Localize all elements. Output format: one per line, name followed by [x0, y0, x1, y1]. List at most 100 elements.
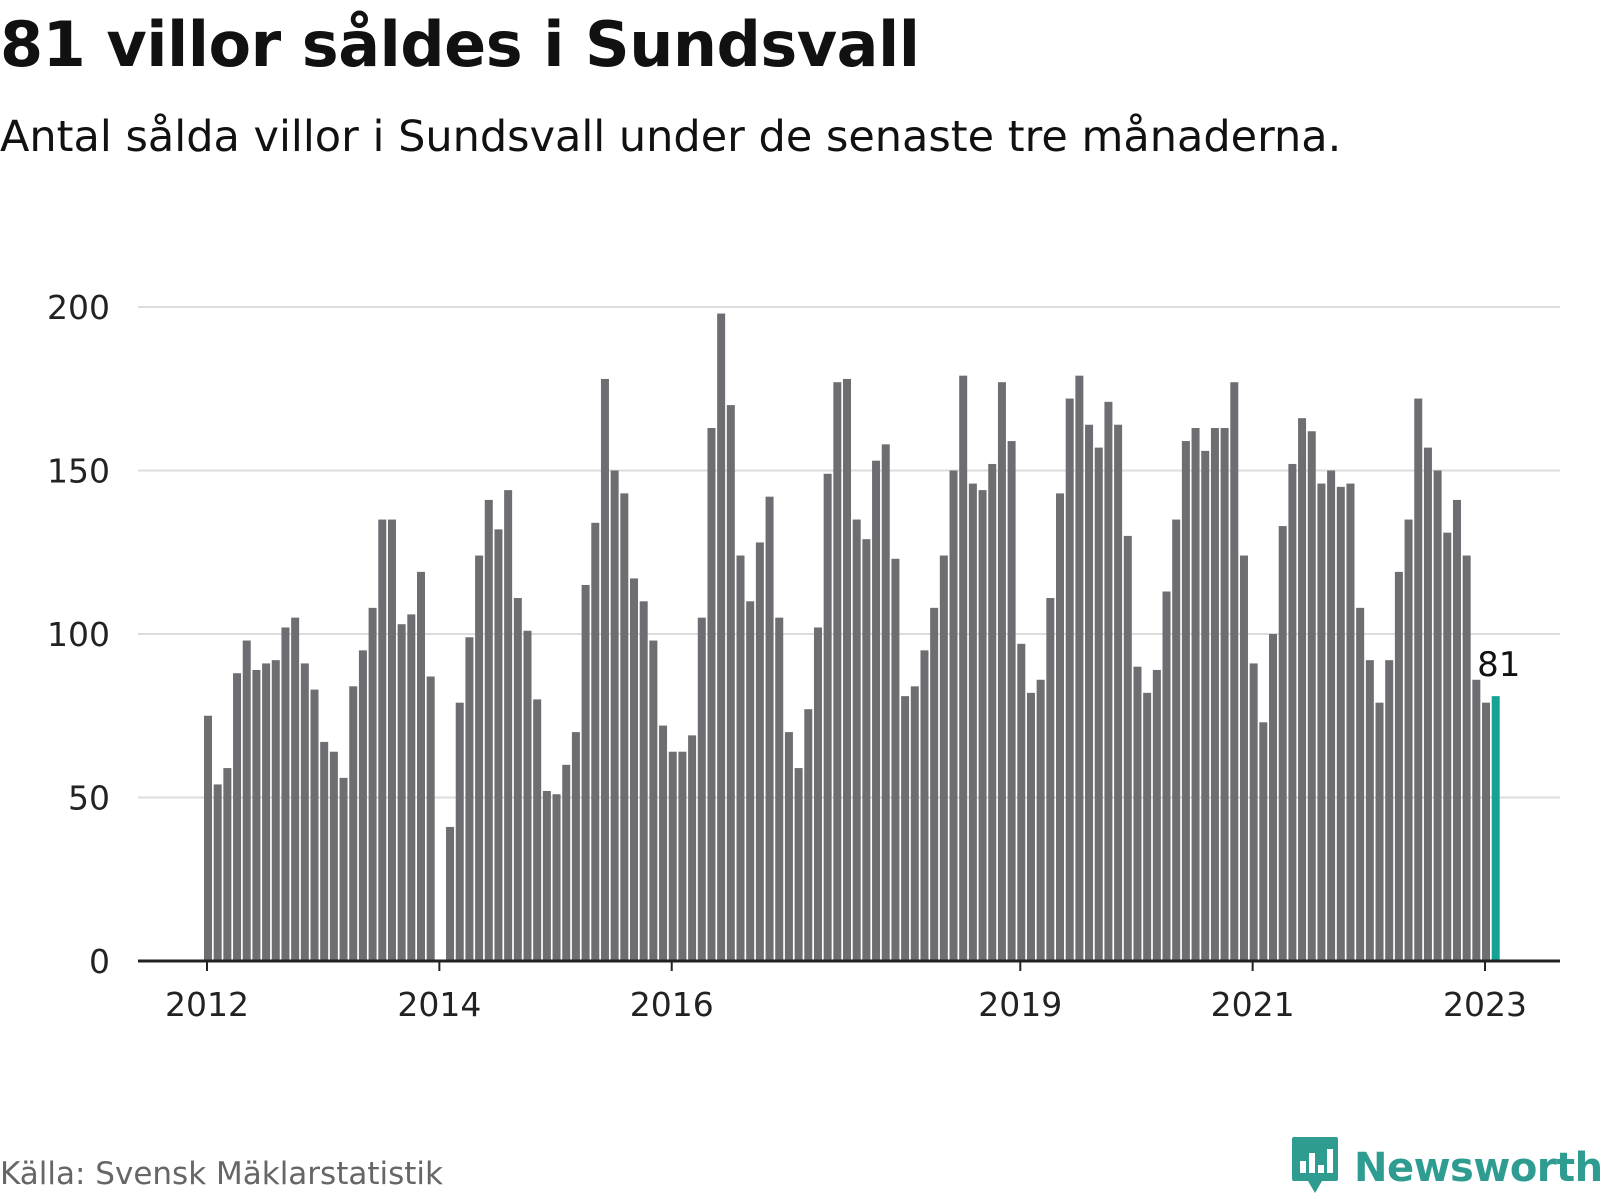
bar	[920, 650, 929, 961]
bar	[281, 627, 290, 961]
bar	[494, 529, 503, 961]
bar	[1259, 722, 1268, 961]
bar	[765, 496, 774, 961]
bar	[475, 555, 484, 961]
bar	[552, 794, 561, 961]
bar	[465, 637, 474, 961]
bar	[659, 725, 668, 961]
y-tick-label: 50	[68, 779, 110, 818]
bar	[1104, 401, 1113, 962]
bar	[717, 313, 726, 961]
bar	[649, 640, 658, 961]
bar	[397, 624, 406, 961]
bar	[1365, 660, 1374, 961]
bar	[417, 571, 426, 961]
bar	[455, 702, 464, 961]
bar	[571, 732, 580, 961]
bar	[271, 660, 280, 961]
bar	[939, 555, 948, 961]
bar	[523, 630, 532, 961]
bar	[591, 522, 600, 961]
y-tick-label: 0	[89, 942, 110, 981]
bar	[881, 444, 890, 962]
bar	[784, 732, 793, 961]
x-tick-label: 2023	[1443, 985, 1527, 1024]
highlighted-bar	[1491, 696, 1500, 961]
bar	[542, 790, 551, 961]
bar-chart-speech-bubble-icon	[1290, 1135, 1340, 1201]
bar	[484, 499, 493, 961]
bar	[426, 676, 435, 961]
bar	[1143, 692, 1152, 961]
bar	[1162, 591, 1171, 961]
bar	[862, 539, 871, 961]
bar	[1472, 679, 1481, 961]
bar	[504, 490, 513, 961]
bar	[1423, 447, 1432, 961]
bar	[1191, 427, 1200, 961]
bar	[1462, 555, 1471, 961]
bar	[1172, 519, 1181, 961]
bar	[775, 617, 784, 961]
data-label-latest: 81	[1477, 645, 1520, 685]
bar	[620, 493, 629, 961]
bar	[1133, 666, 1142, 961]
bar	[978, 490, 987, 961]
bar	[562, 764, 571, 961]
bar	[1288, 463, 1297, 961]
brand-logo[interactable]: Newsworthy	[1290, 1137, 1600, 1196]
bar	[339, 777, 348, 961]
bar	[349, 686, 358, 961]
x-tick-label: 2021	[1211, 985, 1295, 1024]
bar	[291, 617, 300, 961]
bar	[1210, 427, 1219, 961]
bar	[1317, 483, 1326, 961]
bar	[1307, 431, 1316, 961]
bar	[378, 519, 387, 961]
bar	[726, 405, 735, 962]
bar	[1375, 702, 1384, 961]
bar	[901, 696, 910, 961]
bar	[910, 686, 919, 961]
bars	[204, 313, 1500, 962]
chart-title: 81 villor såldes i Sundsvall	[0, 8, 920, 81]
bar	[1230, 382, 1239, 962]
bar	[1327, 470, 1336, 961]
bar	[668, 751, 677, 961]
bar	[630, 578, 639, 961]
x-tick-label: 2019	[978, 985, 1062, 1024]
bar	[1046, 598, 1055, 961]
bar	[852, 519, 861, 961]
bar	[1433, 470, 1442, 961]
source-note: Källa: Svensk Mäklarstatistik	[0, 1156, 443, 1192]
bar	[1443, 532, 1452, 961]
x-tick-labels: 2012 2014 2016 2019 2021 2023	[165, 961, 1527, 1024]
bar	[581, 584, 590, 961]
bar	[843, 378, 852, 961]
bar	[1085, 424, 1094, 962]
bar	[949, 470, 958, 961]
bar	[223, 768, 232, 961]
bar	[1249, 663, 1258, 961]
bar	[1123, 535, 1132, 961]
bar	[639, 601, 648, 961]
bar	[310, 689, 319, 961]
bar	[320, 741, 329, 961]
y-tick-label: 200	[47, 288, 110, 327]
bar	[1385, 660, 1394, 961]
bar	[1346, 483, 1355, 961]
x-tick-label: 2012	[165, 985, 249, 1024]
bar	[1220, 427, 1229, 961]
bar	[1201, 450, 1210, 961]
bar	[823, 473, 832, 961]
bar	[329, 751, 338, 961]
bar	[872, 460, 881, 961]
bar	[1414, 398, 1423, 961]
bar	[1404, 519, 1413, 961]
bar	[1278, 526, 1287, 961]
x-tick-label: 2016	[630, 985, 714, 1024]
bar	[446, 826, 455, 961]
bar	[1056, 493, 1065, 961]
bar	[368, 607, 377, 961]
